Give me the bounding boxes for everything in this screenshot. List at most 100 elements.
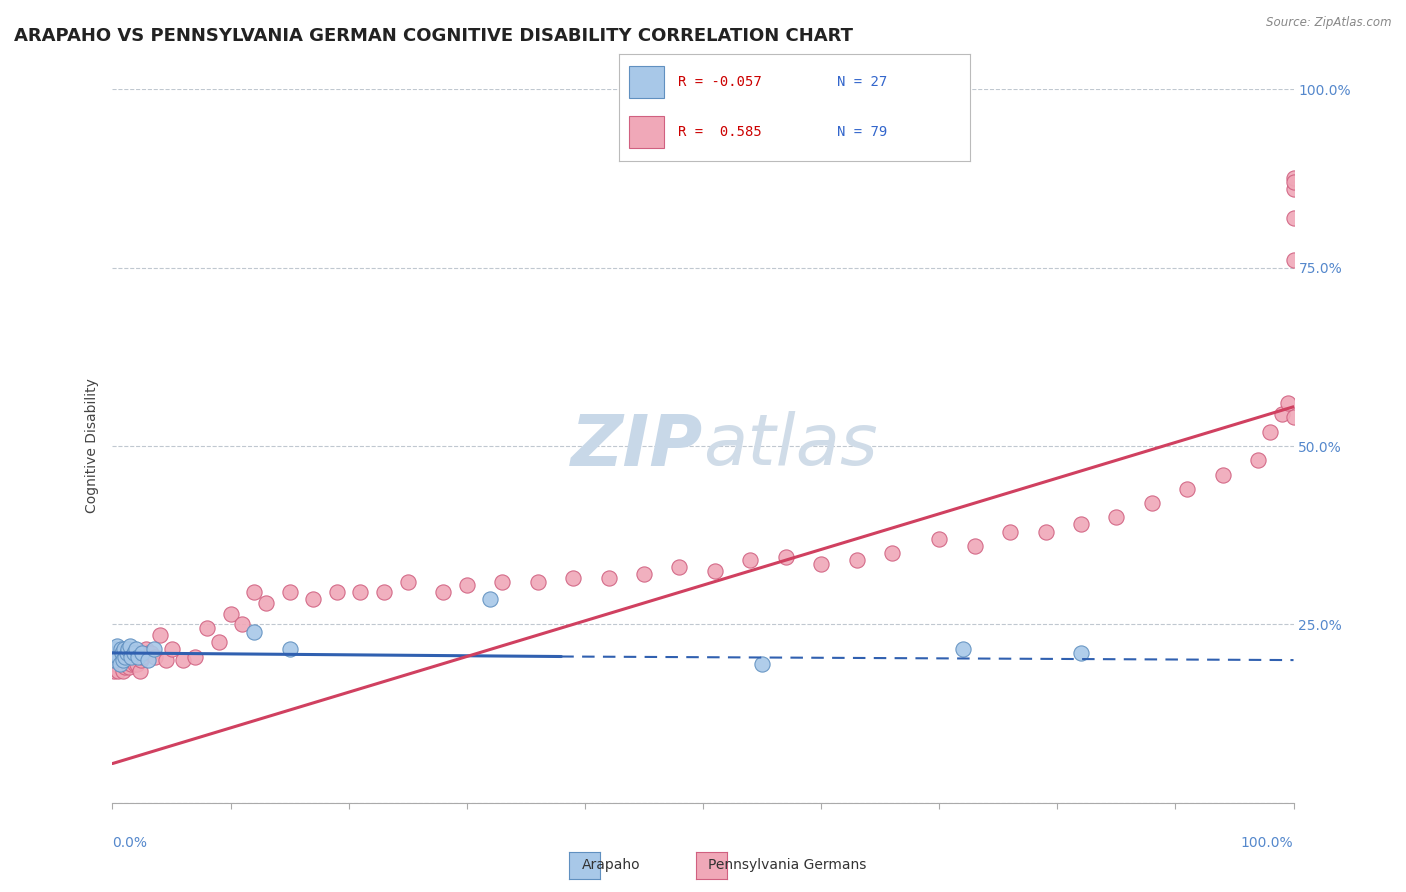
Text: N = 27: N = 27 xyxy=(837,76,887,89)
Point xyxy=(1282,182,1305,196)
Point xyxy=(1175,482,1198,496)
Text: N = 79: N = 79 xyxy=(837,125,887,138)
Point xyxy=(231,617,253,632)
Point xyxy=(105,657,128,671)
Point xyxy=(115,653,138,667)
Point xyxy=(219,607,242,621)
Point xyxy=(1271,407,1294,421)
Point xyxy=(880,546,903,560)
Point xyxy=(633,567,655,582)
Point xyxy=(928,532,950,546)
Point xyxy=(120,646,142,660)
Point xyxy=(114,649,136,664)
Point xyxy=(562,571,585,585)
Point xyxy=(127,649,149,664)
Point xyxy=(124,657,146,671)
Point xyxy=(1282,175,1305,189)
Point xyxy=(668,560,690,574)
Point xyxy=(122,646,145,660)
Point xyxy=(107,664,129,678)
Point xyxy=(117,642,139,657)
Point xyxy=(1282,211,1305,225)
Point xyxy=(1282,410,1305,425)
Point xyxy=(1070,646,1092,660)
Point xyxy=(112,664,135,678)
Point xyxy=(598,571,620,585)
Point xyxy=(703,564,725,578)
Point xyxy=(115,646,138,660)
Point xyxy=(184,649,207,664)
Point xyxy=(105,639,128,653)
Point xyxy=(160,642,183,657)
Point xyxy=(104,649,127,664)
Point xyxy=(127,657,149,671)
Point xyxy=(120,649,142,664)
Point xyxy=(110,646,132,660)
Point xyxy=(326,585,349,599)
Point xyxy=(349,585,371,599)
Point xyxy=(127,646,149,660)
Point xyxy=(107,649,129,664)
Text: Source: ZipAtlas.com: Source: ZipAtlas.com xyxy=(1267,16,1392,29)
Point xyxy=(129,653,152,667)
Point xyxy=(1140,496,1163,510)
Point xyxy=(103,664,125,678)
Point xyxy=(114,660,136,674)
Point xyxy=(278,642,301,657)
Point xyxy=(456,578,478,592)
Point xyxy=(278,585,301,599)
Point xyxy=(963,539,986,553)
Point xyxy=(111,657,134,671)
Text: ZIP: ZIP xyxy=(571,411,703,481)
Point xyxy=(491,574,513,589)
Text: ARAPAHO VS PENNSYLVANIA GERMAN COGNITIVE DISABILITY CORRELATION CHART: ARAPAHO VS PENNSYLVANIA GERMAN COGNITIVE… xyxy=(14,27,853,45)
Point xyxy=(120,657,142,671)
Point xyxy=(118,660,141,674)
Point xyxy=(243,585,266,599)
Point xyxy=(136,646,159,660)
Point xyxy=(108,653,131,667)
Text: R = -0.057: R = -0.057 xyxy=(678,76,762,89)
Point xyxy=(125,642,148,657)
Point xyxy=(479,592,502,607)
Point xyxy=(243,624,266,639)
Point xyxy=(103,653,125,667)
Point xyxy=(122,646,145,660)
Point xyxy=(136,653,159,667)
Point xyxy=(117,649,139,664)
Point xyxy=(952,642,974,657)
Point xyxy=(1277,396,1299,410)
Bar xyxy=(630,66,664,98)
Point xyxy=(128,664,150,678)
Point xyxy=(143,649,166,664)
Point xyxy=(172,653,194,667)
Point xyxy=(135,642,157,657)
Point xyxy=(302,592,325,607)
Point xyxy=(108,657,131,671)
Point xyxy=(112,649,135,664)
Point xyxy=(120,639,142,653)
Point xyxy=(112,653,135,667)
Point xyxy=(105,646,128,660)
Point xyxy=(110,642,132,657)
Point xyxy=(740,553,762,567)
Point xyxy=(1212,467,1234,482)
Point xyxy=(1282,253,1305,268)
Y-axis label: Cognitive Disability: Cognitive Disability xyxy=(86,378,100,514)
Point xyxy=(998,524,1021,539)
Point xyxy=(373,585,395,599)
Point xyxy=(121,653,143,667)
Point xyxy=(775,549,797,564)
Point xyxy=(111,646,134,660)
Text: R =  0.585: R = 0.585 xyxy=(678,125,762,138)
Point xyxy=(396,574,419,589)
Point xyxy=(1247,453,1270,467)
Point xyxy=(105,646,128,660)
Text: Pennsylvania Germans: Pennsylvania Germans xyxy=(709,858,866,872)
Point xyxy=(155,653,177,667)
Point xyxy=(751,657,773,671)
Point xyxy=(141,646,163,660)
Point xyxy=(1258,425,1281,439)
Text: 0.0%: 0.0% xyxy=(112,836,148,850)
Point xyxy=(112,642,135,657)
